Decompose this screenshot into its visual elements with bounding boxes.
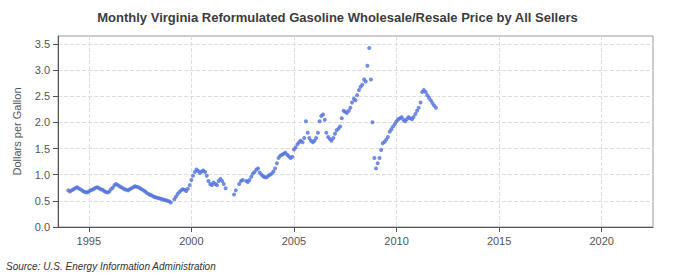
svg-text:2.0: 2.0 <box>35 116 50 128</box>
svg-text:3.5: 3.5 <box>35 38 50 50</box>
svg-text:2.5: 2.5 <box>35 90 50 102</box>
svg-text:2015: 2015 <box>487 235 511 247</box>
svg-text:Dollars per Gallon: Dollars per Gallon <box>11 87 23 175</box>
svg-text:2005: 2005 <box>282 235 306 247</box>
svg-text:1995: 1995 <box>77 235 101 247</box>
svg-text:2020: 2020 <box>589 235 613 247</box>
svg-text:0.5: 0.5 <box>35 195 50 207</box>
svg-text:Monthly Virginia Reformulated: Monthly Virginia Reformulated Gasoline W… <box>97 10 577 25</box>
svg-text:1.5: 1.5 <box>35 143 50 155</box>
svg-text:2000: 2000 <box>179 235 203 247</box>
svg-text:Source: U.S. Energy Informatio: Source: U.S. Energy Information Administ… <box>6 261 216 272</box>
svg-text:0.0: 0.0 <box>35 221 50 233</box>
svg-text:2010: 2010 <box>384 235 408 247</box>
svg-text:3.0: 3.0 <box>35 64 50 76</box>
svg-text:1.0: 1.0 <box>35 169 50 181</box>
